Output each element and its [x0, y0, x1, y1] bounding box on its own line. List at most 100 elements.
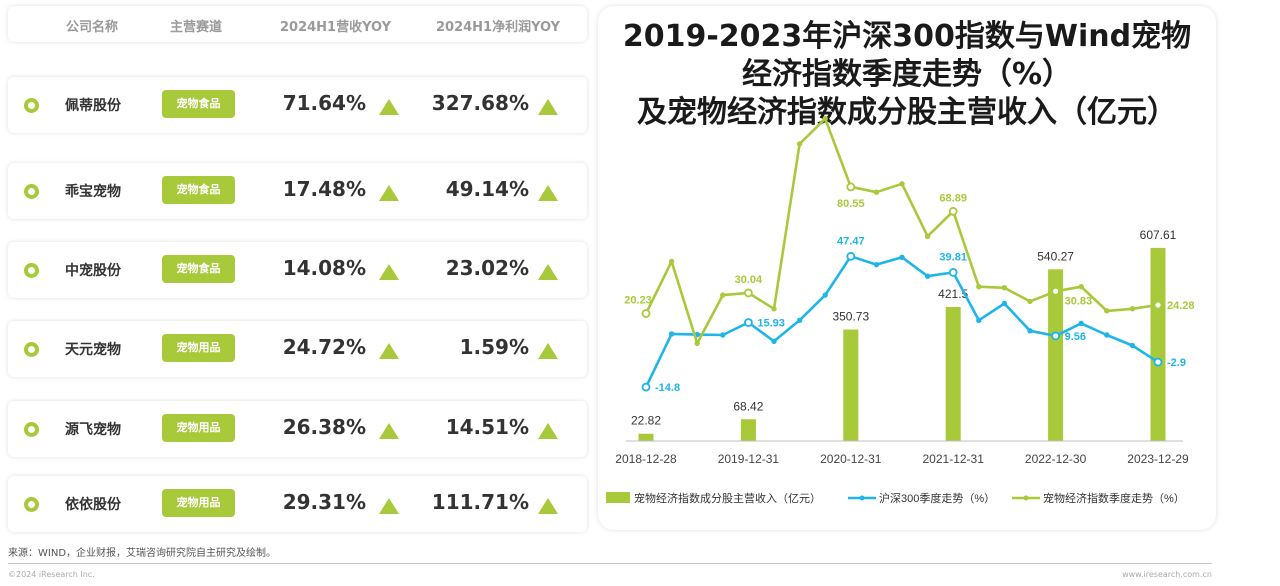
- legend-pet-index-marker: [1023, 495, 1029, 501]
- bullet-icon: [24, 184, 39, 199]
- revenue-yoy-value: 17.48%: [282, 177, 366, 201]
- hs300-point: [846, 251, 856, 261]
- hs300-point: [976, 317, 982, 323]
- track-badge: 宠物用品: [162, 414, 235, 442]
- hs300-point: [924, 273, 931, 279]
- table-header: 公司名称 主营赛道 2024H1营收YOY 2024H1净利润YOY: [8, 6, 587, 42]
- up-triangle-icon: [379, 423, 399, 439]
- x-tick-label: 2018-12-28: [615, 452, 677, 466]
- pet-index-data-label: 20.23: [624, 295, 652, 307]
- chart-panel: 2019-2023年沪深300指数与Wind宠物 经济指数季度走势（%） 及宠物…: [598, 6, 1216, 530]
- pet-index-point: [924, 233, 931, 240]
- revenue-yoy-value: 26.38%: [282, 415, 366, 439]
- legend-label: 宠物经济指数成分股主营收入（亿元）: [634, 491, 821, 505]
- pet-index-point: [720, 292, 726, 298]
- hs300-data-label: -2.9: [1167, 357, 1186, 369]
- company-name: 天元宠物: [65, 342, 121, 358]
- hs300-point: [822, 292, 828, 298]
- pet-index-point: [1104, 308, 1110, 314]
- bullet-icon: [24, 98, 39, 113]
- header-main-track: 主营赛道: [170, 20, 223, 35]
- up-triangle-icon: [538, 185, 558, 201]
- up-triangle-icon: [538, 343, 558, 359]
- revenue-yoy-value: 14.08%: [282, 256, 366, 280]
- up-triangle-icon: [538, 423, 558, 439]
- table-row: 乖宝宠物 宠物食品 17.48% 49.14%: [8, 163, 587, 219]
- pet-index-point: [1078, 284, 1084, 290]
- up-triangle-icon: [538, 264, 558, 280]
- pet-index-point: [1027, 298, 1033, 305]
- company-name: 中宠股份: [65, 263, 121, 279]
- header-revenue-yoy: 2024H1营收YOY: [280, 20, 392, 35]
- hs300-point: [873, 261, 880, 268]
- bar-data-label: 421.5: [938, 287, 968, 301]
- pet-index-point: [976, 284, 982, 290]
- hs300-point: [1001, 300, 1008, 307]
- hs300-point: [1153, 357, 1163, 367]
- revenue-bar: [1150, 247, 1166, 441]
- up-triangle-icon: [379, 185, 399, 201]
- pet-index-data-label: 30.83: [1065, 295, 1093, 307]
- source-note: 来源：WIND，企业财报，艾瑞咨询研究院自主研究及绘制。: [8, 548, 277, 559]
- hs300-point: [1027, 328, 1033, 334]
- footer-divider: [8, 563, 1212, 564]
- pet-index-point: [771, 306, 777, 312]
- bullet-icon: [24, 422, 39, 437]
- combo-chart: 22.82 68.42 350.73 421.5 540.27 607.61 2018-12…: [606, 116, 1195, 505]
- chart-title-line-3: 及宠物经济指数成分股主营收入（亿元）: [637, 95, 1177, 130]
- pet-index-line: [644, 117, 1159, 345]
- pet-index-point: [1153, 300, 1163, 310]
- hs300-point: [796, 317, 803, 323]
- copyright-text: ©2024 iResearch Inc.: [8, 570, 95, 579]
- x-tick-label: 2019-12-31: [718, 452, 780, 466]
- pet-index-point: [822, 116, 828, 122]
- chart-title-line-1: 2019-2023年沪深300指数与Wind宠物: [622, 19, 1192, 54]
- profit-yoy-value: 327.68%: [431, 91, 529, 115]
- hs300-point: [668, 331, 675, 337]
- hs300-data-label: 15.93: [757, 318, 785, 330]
- legend-hs300-marker: [859, 495, 865, 501]
- profit-yoy-value: 1.59%: [459, 335, 529, 359]
- hs300-point: [1078, 320, 1084, 327]
- profit-yoy-value: 111.71%: [431, 490, 529, 514]
- pet-index-point: [1001, 285, 1008, 291]
- company-name: 乖宝宠物: [65, 184, 121, 200]
- up-triangle-icon: [379, 264, 399, 280]
- hs300-data-label: 9.56: [1065, 331, 1086, 343]
- bar-data-label: 607.61: [1140, 228, 1177, 242]
- pet-index-data-label: 80.55: [837, 198, 865, 210]
- up-triangle-icon: [379, 343, 399, 359]
- company-name: 依依股份: [65, 497, 121, 513]
- hs300-data-label: 47.47: [837, 235, 865, 247]
- pet-index-point: [899, 181, 905, 187]
- bar-data-label: 68.42: [733, 399, 763, 413]
- pet-index-point: [641, 309, 651, 318]
- website-link[interactable]: www.iresearch.com.cn: [1122, 570, 1212, 579]
- hs300-data-label: 39.81: [939, 251, 967, 263]
- track-badge: 宠物食品: [162, 255, 235, 283]
- up-triangle-icon: [538, 99, 558, 115]
- profit-yoy-value: 23.02%: [445, 256, 529, 280]
- legend-label: 宠物经济指数季度走势（%）: [1043, 491, 1185, 505]
- company-name: 佩蒂股份: [65, 98, 121, 114]
- pet-index-point: [668, 258, 675, 265]
- pet-index-data-label: 24.28: [1167, 300, 1195, 312]
- track-badge: 宠物食品: [162, 176, 235, 204]
- pet-index-point: [796, 141, 803, 147]
- company-name: 源飞宠物: [65, 422, 121, 438]
- chart-title-line-2: 经济指数季度走势（%）: [741, 57, 1073, 92]
- revenue-yoy-value: 24.72%: [282, 335, 366, 359]
- track-badge: 宠物用品: [162, 334, 235, 362]
- table-row: 天元宠物 宠物用品 24.72% 1.59%: [8, 321, 587, 377]
- bar-data-label: 540.27: [1037, 249, 1074, 263]
- up-triangle-icon: [379, 498, 399, 514]
- pet-index-point: [948, 206, 958, 216]
- hs300-point: [743, 318, 753, 327]
- hs300-point: [1051, 331, 1061, 341]
- revenue-yoy-value: 29.31%: [282, 490, 366, 514]
- pet-index-point: [873, 189, 880, 195]
- bullet-icon: [24, 263, 39, 278]
- pet-index-point: [694, 340, 700, 347]
- table-row: 佩蒂股份 宠物食品 71.64% 327.68%: [8, 77, 587, 133]
- pet-index-point: [1129, 306, 1136, 312]
